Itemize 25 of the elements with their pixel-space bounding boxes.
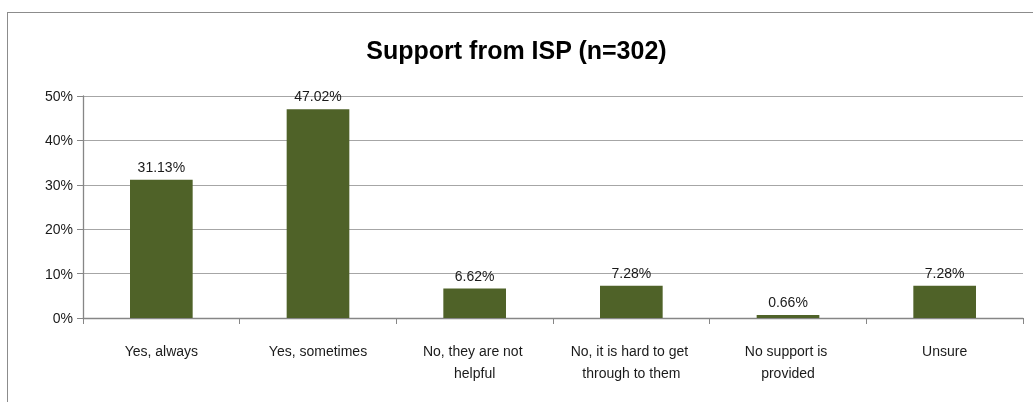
x-tick-label: No, they are not helpful (422, 343, 527, 381)
x-tick-label: Yes, always (124, 343, 199, 359)
chart-title: Support from ISP (n=302) (366, 35, 667, 64)
y-tick-label: 40% (44, 132, 73, 149)
x-tick-label: No, it is hard to get through to them (570, 343, 693, 381)
y-tick-label: 20% (44, 221, 73, 238)
bar (443, 288, 506, 318)
x-tick-label: Yes, sometimes (268, 343, 368, 359)
bar (600, 285, 663, 318)
bar (756, 315, 820, 318)
y-tick-label: 0% (52, 310, 73, 326)
data-label: 7.28% (611, 264, 652, 281)
x-tick-label: Unsure (922, 343, 968, 359)
y-tick-label: 30% (44, 176, 73, 193)
data-label: 31.13% (137, 158, 186, 175)
bar (286, 109, 350, 318)
bar (913, 285, 976, 318)
y-tick-label: 50% (44, 88, 73, 104)
data-label: 6.62% (454, 267, 495, 284)
data-label: 7.28% (924, 264, 965, 281)
x-tick-label: No support is provided (744, 343, 832, 381)
bar (130, 179, 193, 318)
data-label: 0.66% (768, 294, 808, 311)
y-tick-label: 10% (44, 265, 73, 282)
data-label: 47.02% (294, 88, 342, 105)
